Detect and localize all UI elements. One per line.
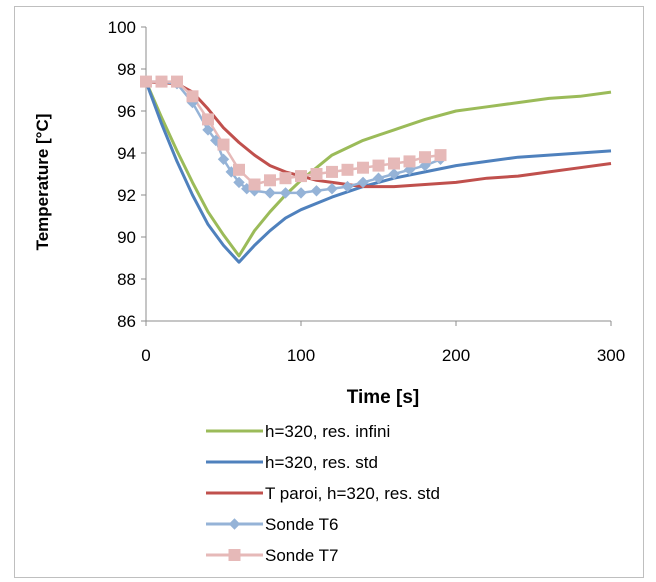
y-axis-title: Temperature [°C] [33,114,52,251]
y-tick-label: 88 [117,270,136,289]
data-point-3 [341,180,354,193]
data-point-3 [372,172,385,184]
data-point-4 [202,113,214,126]
data-point-4 [186,90,199,103]
data-point-4 [140,75,152,88]
data-point-3 [217,153,230,166]
legend-label: h=320, res. infini [265,422,390,441]
x-tick-label: 100 [287,346,315,365]
data-point-4 [310,168,323,180]
data-point-4 [388,157,400,170]
data-point-4 [434,149,447,162]
data-point-4 [326,165,338,178]
markers-group [140,75,447,199]
legend-label: T paroi, h=320, res. std [265,484,440,503]
legend-label: h=320, res. std [265,453,378,472]
x-tick-label: 0 [141,346,150,365]
y-tick-label: 86 [117,312,136,331]
data-point-4 [217,138,230,151]
y-tick-label: 94 [117,144,136,163]
series-line-2 [145,80,612,189]
chart-frame: 86 88 90 92 94 96 98 100 0 100 200 300 Time [s] Tem… [14,6,644,578]
data-point-4 [341,163,354,176]
data-point-4 [419,151,431,164]
data-point-3 [326,182,338,195]
x-axis-title: Time [s] [347,387,420,408]
data-point-4 [264,174,276,187]
x-tick-label: 200 [442,346,470,365]
data-point-4 [171,75,183,88]
tick-labels: 86 88 90 92 94 96 98 100 0 100 200 300 [108,18,626,365]
data-point-3 [357,176,369,189]
data-point-3 [202,124,214,136]
legend-label: Sonde T6 [265,515,338,534]
data-point-4 [295,170,307,183]
series-line-1 [144,81,612,264]
data-point-4 [155,75,168,88]
legend: h=320, res. infini h=320, res. std T paroi… [206,422,440,565]
line-chart: 86 88 90 92 94 96 98 100 0 100 200 300 Time [s] Tem… [33,18,626,565]
series-group [144,80,612,264]
y-tick-label: 100 [108,18,136,37]
data-point-3 [264,187,276,199]
data-point-3 [233,176,245,189]
data-point-3 [295,187,307,199]
data-point-4 [279,172,292,185]
legend-marker [228,518,241,530]
data-point-4 [403,155,416,168]
data-point-3 [310,185,323,197]
legend-marker [228,549,241,561]
y-tick-label: 92 [117,186,136,205]
data-point-4 [372,159,385,172]
data-point-4 [233,163,245,176]
data-point-3 [388,168,400,180]
y-tick-label: 90 [117,228,136,247]
data-point-4 [248,178,261,191]
legend-label: Sonde T7 [265,546,338,565]
x-tick-label: 300 [597,346,625,365]
data-point-4 [357,161,369,174]
y-tick-label: 98 [117,60,136,79]
data-point-3 [279,187,292,199]
y-tick-label: 96 [117,102,136,121]
